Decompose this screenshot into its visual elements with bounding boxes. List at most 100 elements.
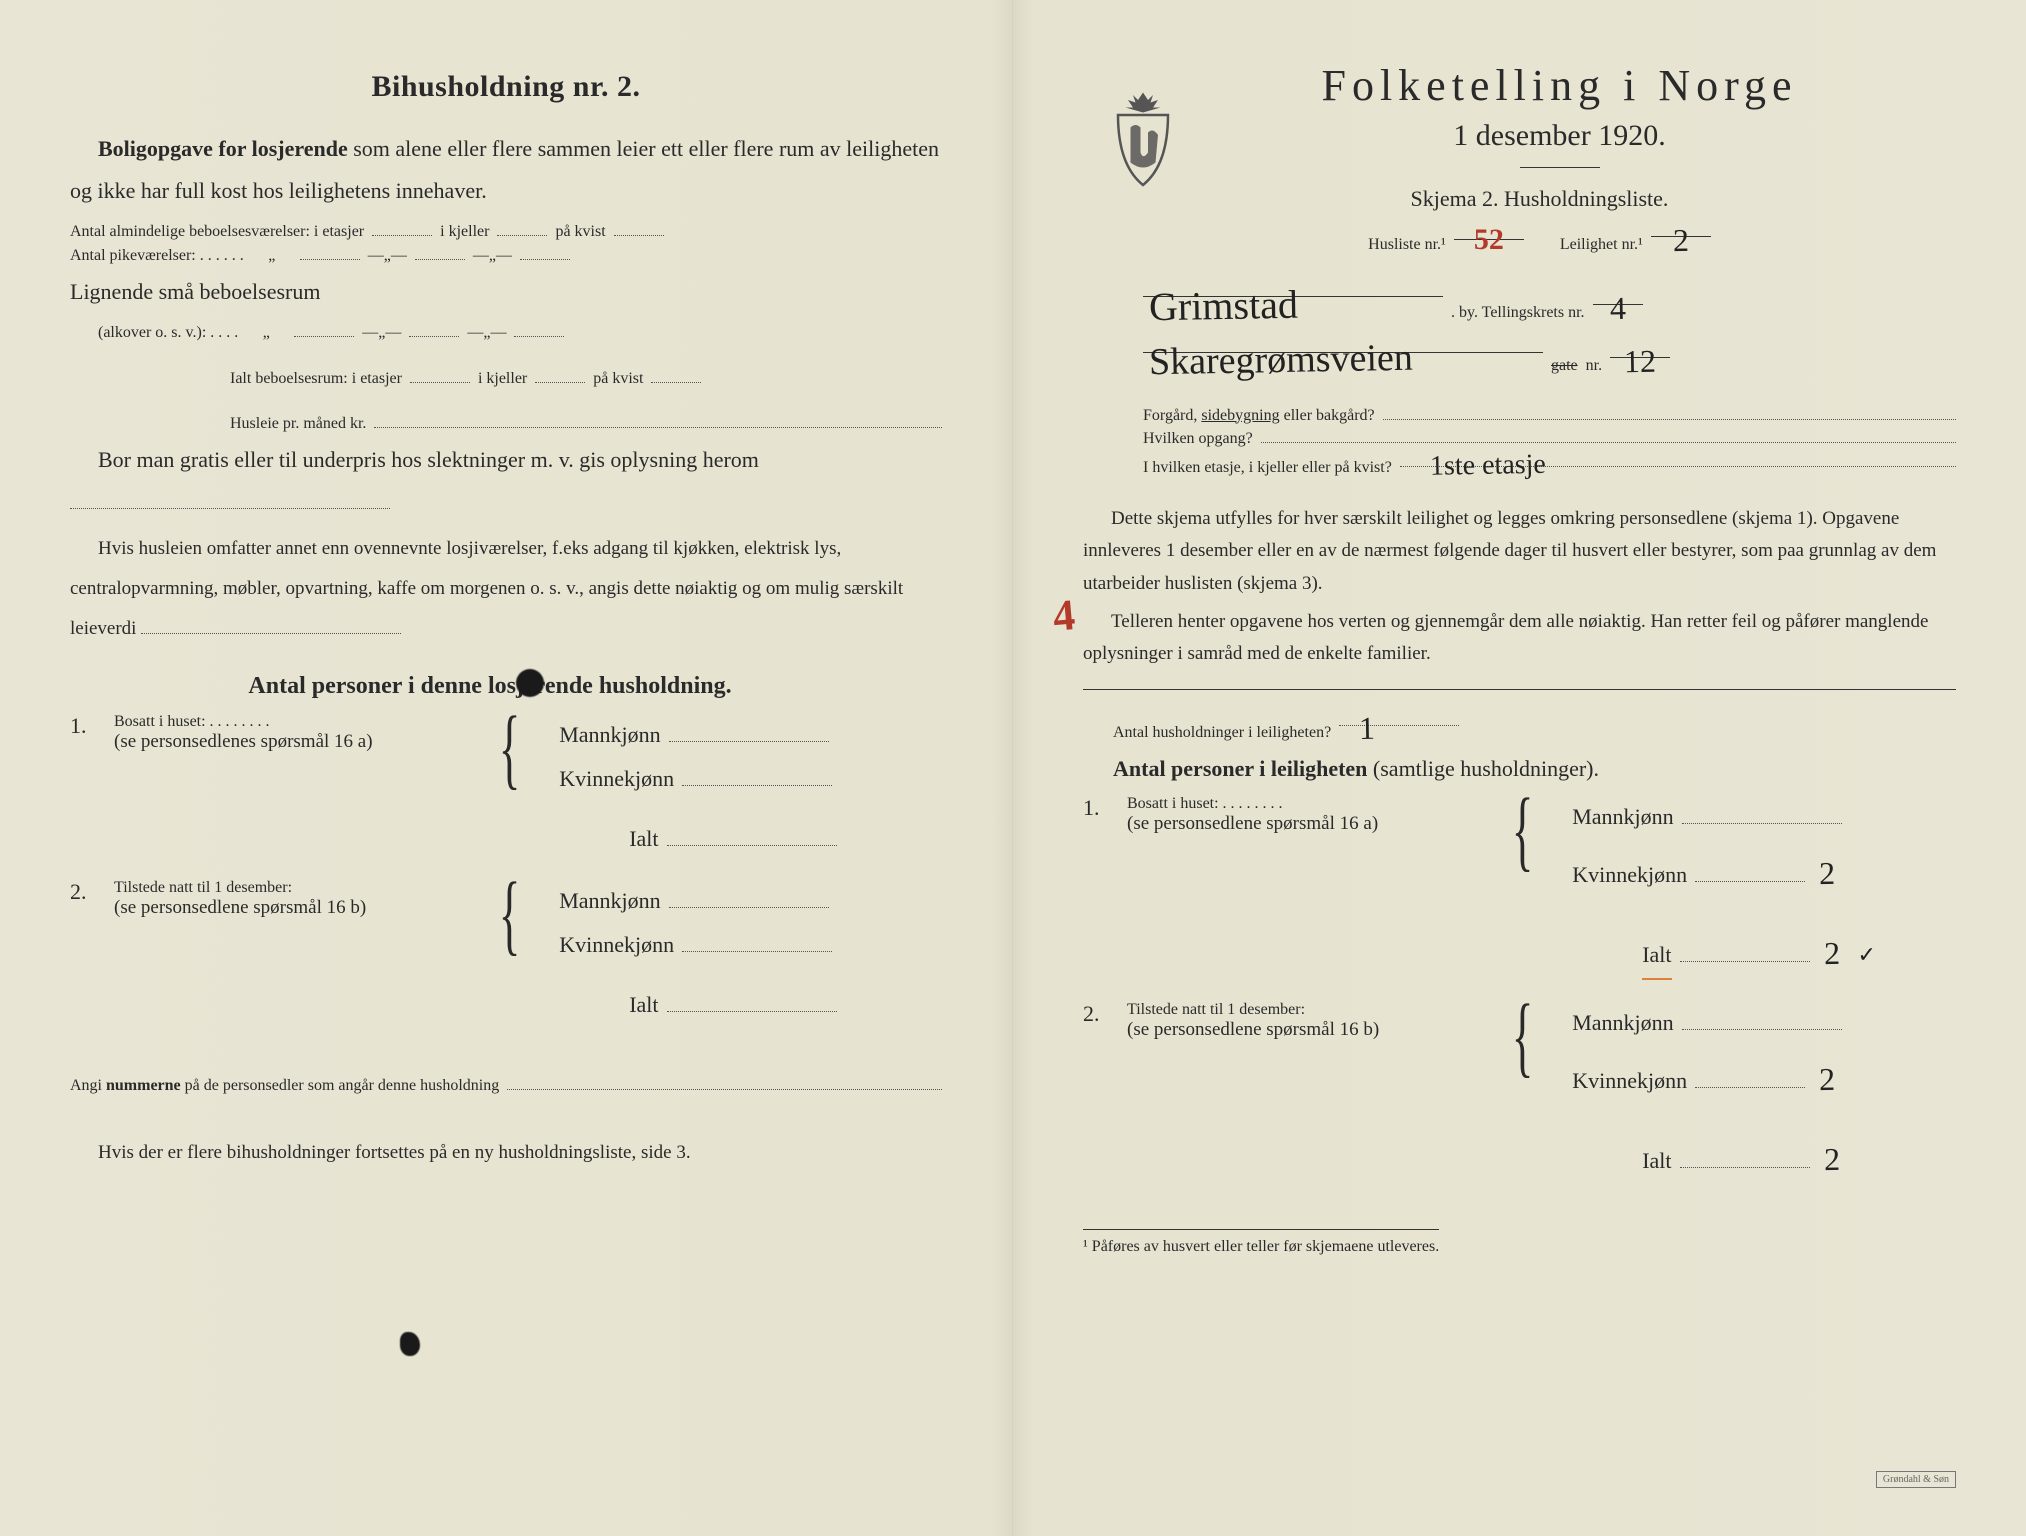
item-1: 1. Bosatt i huset: . . . . . . . . (se p… <box>70 713 942 861</box>
b2-label: Tilstede natt til 1 desember: <box>1127 1001 1467 1019</box>
numeral-1: 1. <box>1083 795 1109 821</box>
husliste-value: 52 <box>1474 223 1504 257</box>
blank <box>300 241 360 260</box>
instr-para-2: Telleren henter opgavene hos verten og g… <box>1083 606 1956 671</box>
b2-sub: (se personsedlene spørsmål 16 b) <box>1127 1019 1467 1041</box>
cellar-label-2: i kjeller <box>478 370 527 388</box>
numeral-2: 2. <box>1083 1001 1109 1027</box>
blank <box>294 319 354 338</box>
blank <box>410 364 470 383</box>
alcove-label: (alkover o. s. v.): . . . . <box>98 324 238 342</box>
alcove-line: (alkover o. s. v.): . . . . „ —„— —„— <box>70 319 942 343</box>
blank <box>1682 799 1842 824</box>
total-label: Ialt <box>1642 933 1671 980</box>
blank <box>514 319 564 338</box>
antal-hush-label: Antal husholdninger i leiligheten? <box>1113 724 1331 742</box>
antal-hush-line: Antal husholdninger i leiligheten? 1 <box>1113 708 1956 742</box>
b1-sub: (se personsedlene spørsmål 16 a) <box>1127 813 1467 835</box>
loft-label-2: på kvist <box>593 370 643 388</box>
street-no-value: 12 <box>1618 343 1663 381</box>
opgang-label: Hvilken opgang? <box>1143 430 1253 448</box>
checkmark-icon: ✓ <box>1858 933 1876 977</box>
inkblot-icon <box>400 1332 420 1356</box>
right-item-2: 2. Tilstede natt til 1 desember: (se per… <box>1083 1001 1956 1189</box>
persons-heading: Antal personer i denne losjerende hushol… <box>248 673 731 699</box>
blank <box>70 484 390 509</box>
blank <box>1680 937 1810 962</box>
husliste-label: Husliste nr.¹ <box>1368 236 1446 254</box>
male-label: Mannkjønn <box>559 879 660 923</box>
maid-line: Antal pikeværelser: . . . . . . „ —„— —„… <box>70 241 942 265</box>
main-title: Folketelling i Norge <box>1163 60 1956 111</box>
blank <box>1695 1063 1805 1088</box>
husliste-line: Husliste nr.¹ 52 Leilighet nr.¹ 2 <box>1123 220 1956 254</box>
rooms-label: Antal almindelige beboelsesværelser: i e… <box>70 223 364 241</box>
total-rooms-label: Ialt beboelsesrum: i etasjer <box>230 370 402 388</box>
item-2: 2. Tilstede natt til 1 desember: (se per… <box>70 879 942 1027</box>
kv-value-2: 2 <box>1813 1047 1842 1111</box>
intro-bold: Boligopgave for losjerende <box>98 136 348 161</box>
blank <box>374 410 942 429</box>
opgang-line: Hvilken opgang? <box>1143 425 1956 449</box>
krets-value: 4 <box>1603 290 1632 327</box>
total-label: Ialt <box>629 817 658 861</box>
by-label: . by. Tellingskrets nr. <box>1451 304 1585 322</box>
rule <box>1083 689 1956 690</box>
blank <box>507 1071 942 1090</box>
antal-pers-rest: (samtlige husholdninger). <box>1367 756 1599 781</box>
blank <box>1261 425 1956 444</box>
etasje-label: I hvilken etasje, i kjeller eller på kvi… <box>1143 459 1392 477</box>
brace-icon: { <box>1512 1001 1534 1073</box>
gate-struck: gate <box>1551 357 1578 375</box>
footnote: ¹ Påføres av husvert eller teller før sk… <box>1083 1229 1439 1256</box>
right-page: Folketelling i Norge 1 desember 1920. Sk… <box>1013 0 2026 1536</box>
divider <box>1520 167 1600 168</box>
blank <box>372 218 432 237</box>
forgard-line: Forgård, sidebygning eller bakgård? <box>1143 401 1956 425</box>
coat-of-arms-icon <box>1103 90 1183 190</box>
left-page: Bihusholdning nr. 2. Boligopgave for los… <box>0 0 1013 1536</box>
numeral-2: 2. <box>70 879 96 905</box>
date-subtitle: 1 desember 1920. <box>1163 119 1956 153</box>
blank <box>614 218 664 237</box>
b1-label: Bosatt i huset: . . . . . . . . <box>1127 795 1467 813</box>
rent-label: Husleie pr. måned kr. <box>230 415 366 433</box>
blank <box>1682 1005 1842 1030</box>
intro-paragraph: Boligopgave for losjerende som alene ell… <box>70 128 942 212</box>
blank: 1ste etasje <box>1400 448 1956 467</box>
leilighet-label: Leilighet nr.¹ <box>1560 236 1643 254</box>
brace-icon: { <box>1512 795 1534 867</box>
etasje-line: I hvilken etasje, i kjeller eller på kvi… <box>1143 448 1956 477</box>
rooms-line: Antal almindelige beboelsesværelser: i e… <box>70 218 942 242</box>
male-label: Mannkjønn <box>1572 1001 1673 1045</box>
blank <box>497 218 547 237</box>
item1-label: Bosatt i huset: . . . . . . . . <box>114 713 454 731</box>
blank <box>651 364 701 383</box>
male-label: Mannkjønn <box>1572 795 1673 839</box>
street-value: Skaregrømsveien <box>1143 336 1420 385</box>
total-label: Ialt <box>629 983 658 1027</box>
street-line: Skaregrømsveien gate nr. 12 <box>1143 336 1956 375</box>
kv-value-1: 2 <box>1813 841 1842 905</box>
margin-mark: 4 <box>1051 589 1077 642</box>
female-label: Kvinnekjønn <box>559 923 674 967</box>
female-label: Kvinnekjønn <box>559 757 674 801</box>
antal-pers-bold: Antal personer i leiligheten <box>1113 756 1367 781</box>
blank <box>520 241 570 260</box>
rent-line: Husleie pr. måned kr. <box>70 410 942 434</box>
blank <box>669 883 829 908</box>
blank <box>667 821 837 846</box>
female-label: Kvinnekjønn <box>1572 1059 1687 1103</box>
antal-pers-line: Antal personer i leiligheten (samtlige h… <box>1113 748 1956 790</box>
blank <box>669 717 829 742</box>
left-heading: Bihusholdning nr. 2. <box>70 70 942 104</box>
male-label: Mannkjønn <box>559 713 660 757</box>
item1-sub: (se personsedlenes spørsmål 16 a) <box>114 731 454 753</box>
right-item-1: 1. Bosatt i huset: . . . . . . . . (se p… <box>1083 795 1956 983</box>
numeral-1: 1. <box>70 713 96 739</box>
instr-para-1: Dette skjema utfylles for hver sӕrskilt … <box>1083 503 1956 600</box>
brace-icon: { <box>499 879 521 951</box>
blank <box>682 761 832 786</box>
blank <box>141 612 401 634</box>
blank <box>535 364 585 383</box>
